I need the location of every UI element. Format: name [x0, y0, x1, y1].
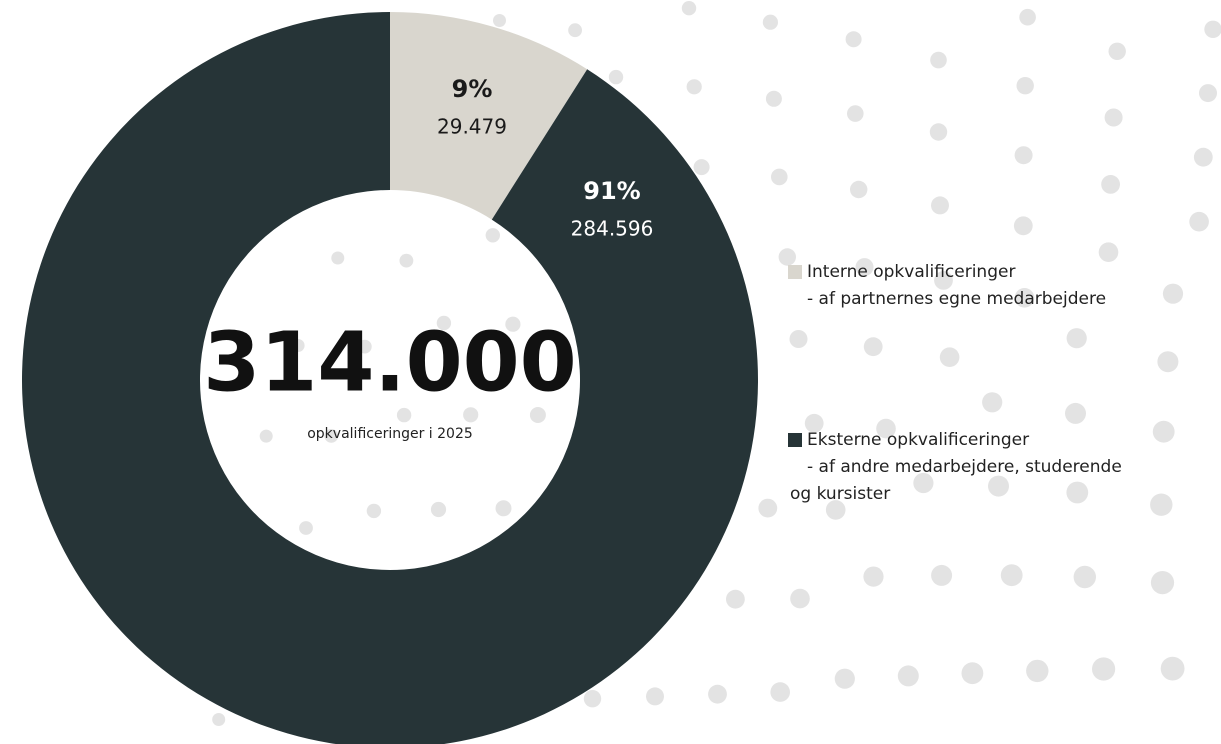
bg-dot — [1015, 146, 1033, 164]
legend-swatch — [788, 433, 802, 447]
bg-dot — [212, 713, 225, 726]
bg-dot — [835, 669, 855, 689]
legend-description: - af andre medarbejdere, studerende — [807, 457, 1122, 477]
bg-dot — [1163, 284, 1183, 304]
bg-dot — [863, 567, 883, 587]
bg-dot — [790, 330, 808, 348]
legend-swatch — [788, 265, 802, 279]
bg-dot — [1153, 421, 1175, 443]
bg-dot — [779, 248, 796, 265]
bg-dot — [931, 196, 949, 214]
bg-dot — [260, 430, 273, 443]
legend-label: Interne opkvalificeringer — [807, 262, 1015, 282]
bg-dot — [486, 228, 500, 242]
legend-description: - af partnernes egne medarbejdere — [807, 289, 1106, 309]
bg-dot — [758, 499, 777, 518]
bg-dot — [982, 392, 1002, 412]
bg-dot — [864, 337, 883, 356]
bg-dot — [1109, 43, 1126, 60]
bg-dot — [493, 14, 506, 27]
bg-dot — [770, 682, 790, 702]
bg-dot — [646, 687, 664, 705]
bg-dot — [1067, 328, 1087, 348]
bg-dot — [1014, 216, 1033, 235]
bg-dot — [988, 476, 1009, 497]
total-label: 314.000 — [203, 315, 576, 410]
bg-dot — [962, 662, 984, 684]
bg-dot — [331, 252, 344, 265]
legend-label: Eksterne opkvalificeringer — [807, 430, 1029, 450]
bg-dot — [568, 23, 582, 37]
bg-dot — [898, 665, 919, 686]
bg-dot — [1092, 657, 1115, 680]
bg-dot — [1151, 571, 1174, 594]
bg-dot — [766, 91, 782, 107]
bg-dot — [687, 79, 702, 94]
legend-description: og kursister — [790, 484, 890, 504]
bg-dot — [1101, 175, 1120, 194]
bg-dot — [1065, 403, 1086, 424]
bg-dot — [930, 52, 947, 69]
bg-dot — [931, 565, 952, 586]
bg-dot — [367, 504, 381, 518]
bg-dot — [708, 685, 727, 704]
bg-dot — [1074, 566, 1096, 588]
bg-dot — [847, 105, 864, 122]
bg-dot — [694, 159, 710, 175]
bg-dot — [1019, 9, 1036, 26]
bg-dot — [1194, 148, 1213, 167]
bg-dot — [1189, 212, 1209, 232]
bg-dot — [1150, 494, 1172, 516]
value-label: 9% — [452, 75, 493, 103]
bg-dot — [1099, 242, 1119, 262]
bg-dot — [1026, 660, 1048, 682]
value-label: 91% — [583, 177, 640, 205]
bg-dot — [930, 123, 947, 140]
bg-dot — [726, 590, 745, 609]
bg-dot — [1001, 564, 1023, 586]
bg-dot — [1204, 21, 1221, 38]
bg-dot — [400, 254, 414, 268]
bg-dot — [1199, 84, 1217, 102]
subtitle: opkvalificeringer i 2025 — [307, 426, 473, 442]
legend: Interne opkvalificeringer - af partnernes… — [788, 262, 1122, 504]
bg-dot — [431, 502, 446, 517]
count-label: 284.596 — [571, 217, 654, 241]
bg-dot — [584, 690, 601, 707]
bg-dot — [1066, 482, 1088, 504]
count-label: 29.479 — [437, 115, 507, 139]
bg-dot — [1016, 77, 1033, 94]
bg-dot — [850, 181, 867, 198]
bg-dot — [1161, 657, 1185, 681]
bg-dot — [299, 521, 313, 535]
bg-dot — [496, 500, 512, 516]
bg-dot — [1157, 351, 1178, 372]
chart: 314.000 opkvalificeringer i 2025 Interne… — [0, 0, 1221, 744]
bg-dot — [940, 347, 960, 367]
bg-dot — [763, 15, 778, 30]
bg-dot — [682, 1, 696, 15]
bg-dot — [846, 31, 862, 47]
bg-dot — [790, 589, 810, 609]
bg-dot — [609, 70, 623, 84]
bg-dot — [1105, 109, 1123, 127]
bg-dot — [771, 169, 788, 186]
